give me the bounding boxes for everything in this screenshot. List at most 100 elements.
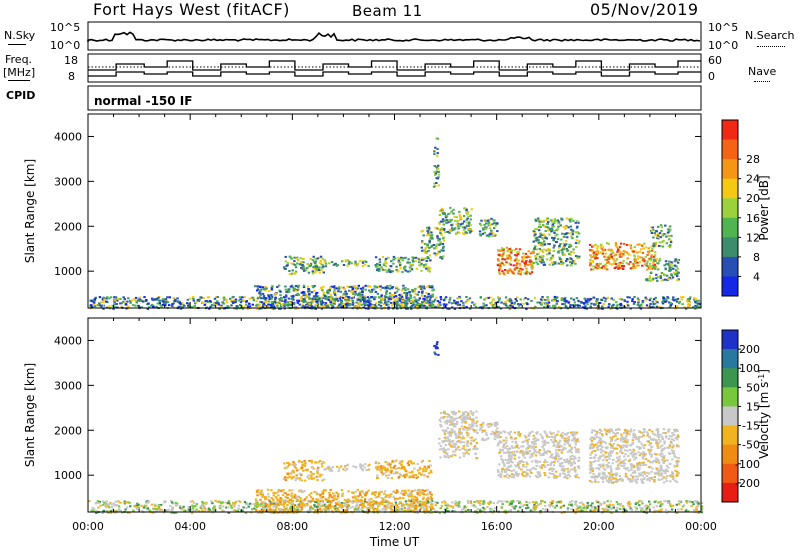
scatter-cell: [186, 298, 189, 301]
scatter-cell: [575, 448, 578, 451]
scatter-cell: [386, 462, 390, 465]
scatter-cell: [663, 455, 666, 458]
scatter-cell: [459, 416, 462, 418]
scatter-cell: [608, 442, 611, 445]
scatter-cell: [433, 501, 437, 504]
scatter-cell: [259, 296, 262, 299]
scatter-cell: [285, 290, 288, 293]
scatter-cell: [416, 304, 419, 307]
scatter-cell: [247, 503, 250, 506]
scatter-cell: [439, 256, 442, 259]
scatter-cell: [475, 457, 478, 460]
scatter-cell: [346, 259, 350, 262]
scatter-cell: [400, 295, 404, 298]
scatter-cell: [556, 219, 560, 222]
scatter-cell: [461, 222, 464, 225]
scatter-cell: [350, 291, 353, 294]
scatter-cell: [410, 308, 413, 310]
scatter-cell: [514, 298, 517, 300]
scatter-cell: [382, 507, 385, 510]
scatter-cell: [443, 455, 447, 458]
scatter-cell: [256, 288, 260, 291]
scatter-cell: [526, 442, 529, 445]
freq-line: [88, 60, 701, 71]
scatter-cell: [458, 214, 461, 217]
scatter-cell: [523, 434, 527, 437]
scatter-cell: [216, 302, 219, 305]
scatter-cell: [659, 467, 662, 470]
scatter-cell: [426, 228, 429, 231]
scatter-cell: [395, 265, 398, 268]
scatter-cell: [676, 275, 679, 278]
scatter-cell: [589, 264, 592, 267]
scatter-cell: [406, 270, 410, 273]
scatter-cell: [609, 450, 612, 453]
scatter-cell: [619, 445, 622, 448]
scatter-cell: [633, 262, 637, 264]
scatter-cell: [424, 264, 428, 267]
scatter-cell: [315, 300, 318, 303]
scatter-cell: [656, 262, 659, 265]
scatter-cell: [641, 244, 644, 247]
scatter-cell: [644, 298, 647, 301]
scatter-cell: [534, 257, 538, 260]
scatter-cell: [401, 258, 404, 261]
scatter-cell: [428, 472, 431, 475]
scatter-cell: [556, 444, 559, 447]
scatter-cell: [637, 438, 640, 440]
scatter-cell: [608, 452, 611, 454]
scatter-cell: [616, 444, 620, 447]
scatter-cell: [413, 296, 416, 299]
scatter-cell: [602, 296, 606, 299]
scatter-cell: [547, 226, 550, 229]
scatter-cell: [380, 301, 383, 304]
scatter-cell: [647, 265, 650, 268]
scatter-cell: [419, 286, 422, 289]
scatter-cell: [310, 305, 313, 308]
scatter-cell: [666, 475, 669, 477]
scatter-cell: [615, 456, 619, 459]
scatter-cell: [311, 270, 314, 273]
scatter-cell: [504, 431, 507, 434]
scatter-cell: [629, 267, 633, 270]
scatter-cell: [664, 477, 668, 480]
scatter-cell: [667, 297, 670, 300]
scatter-cell: [346, 302, 349, 305]
scatter-cell: [394, 295, 398, 298]
scatter-cell: [563, 300, 566, 303]
scatter-cell: [555, 448, 558, 451]
scatter-cell: [302, 469, 305, 472]
scatter-cell: [168, 296, 171, 299]
scatter-cell: [508, 250, 511, 253]
scatter-cell: [552, 456, 555, 459]
scatter-cell: [292, 303, 296, 306]
scatter-cell: [357, 287, 360, 290]
scatter-cell: [506, 272, 510, 274]
scatter-cell: [457, 219, 460, 222]
scatter-cell: [670, 261, 673, 264]
scatter-cell: [285, 264, 288, 267]
scatter-cell: [452, 413, 455, 416]
scatter-cell: [467, 432, 470, 435]
scatter-cell: [507, 432, 510, 435]
scatter-cell: [481, 425, 484, 428]
scatter-cell: [549, 501, 552, 504]
scatter-cell: [291, 286, 294, 289]
scatter-cell: [248, 297, 252, 300]
scatter-cell: [630, 468, 633, 471]
scatter-cell: [688, 500, 691, 503]
scatter-cell: [559, 472, 562, 475]
scatter-cell: [611, 250, 614, 253]
scatter-cell: [524, 436, 528, 439]
scatter-cell: [463, 441, 466, 444]
scatter-cell: [497, 435, 500, 438]
scatter-cell: [515, 465, 518, 468]
scatter-cell: [438, 222, 441, 225]
scatter-cell: [317, 461, 320, 464]
scatter-cell: [320, 269, 323, 272]
scatter-cell: [438, 511, 441, 514]
scatter-cell: [455, 448, 458, 451]
scatter-cell: [613, 267, 616, 270]
scatter-cell: [532, 448, 536, 451]
scatter-cell: [315, 501, 318, 504]
